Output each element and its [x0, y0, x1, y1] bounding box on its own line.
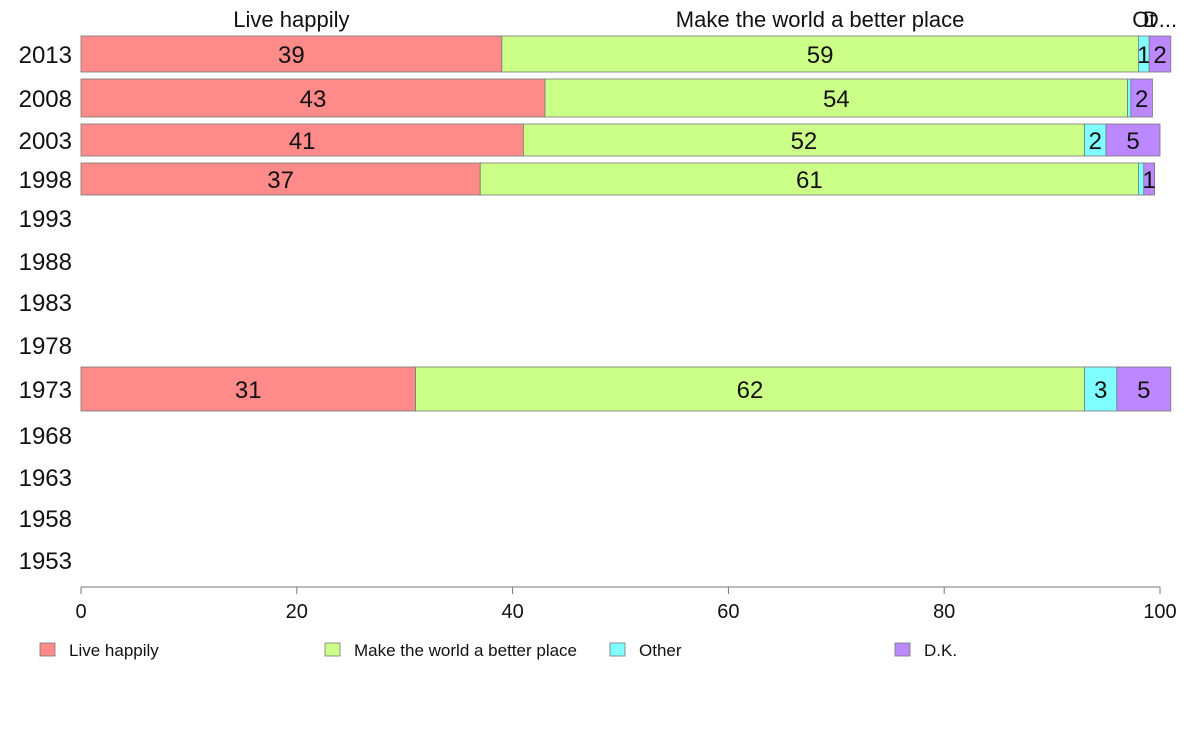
x-tick-label-80: 80 — [933, 601, 955, 623]
year-label-1983: 1983 — [19, 290, 72, 317]
top-series-label-3: Ot — [1132, 7, 1155, 32]
year-label-1973: 1973 — [19, 377, 72, 404]
bar-segment-2003-1 — [80, 123, 524, 157]
year-label-1993: 1993 — [19, 206, 72, 233]
year-label-2013: 2013 — [19, 42, 72, 69]
bar-segment-2008-1 — [80, 78, 546, 118]
segment-label-1998-4: 1 — [1143, 167, 1156, 194]
segment-label-1973-1: 31 — [235, 377, 262, 404]
top-series-label-2: Make the world a better place — [676, 7, 965, 32]
segment-label-1973-4: 5 — [1137, 377, 1150, 404]
segment-label-1998-1: 37 — [267, 167, 294, 194]
year-label-1963: 1963 — [19, 465, 72, 492]
segment-label-2003-1: 41 — [289, 128, 316, 155]
legend-swatch-2 — [324, 642, 341, 657]
legend-label-4: D.K. — [924, 641, 957, 660]
segment-label-2003-4: 5 — [1126, 128, 1139, 155]
segment-label-2003-3: 2 — [1089, 128, 1102, 155]
legend-swatch-4 — [894, 642, 911, 657]
year-label-1978: 1978 — [19, 333, 72, 360]
bar-segment-1973-1 — [80, 366, 416, 412]
year-label-1998: 1998 — [19, 167, 72, 194]
bar-segment-1973-2 — [415, 366, 1085, 412]
segment-label-2013-4: 2 — [1153, 42, 1166, 69]
top-series-label-4: D... — [1143, 7, 1177, 32]
bar-segment-2008-3 — [1127, 78, 1132, 118]
legend-label-3: Other — [639, 641, 682, 660]
x-tick-label-60: 60 — [717, 601, 739, 623]
segment-label-2013-1: 39 — [278, 42, 305, 69]
year-label-1958: 1958 — [19, 506, 72, 533]
bar-segment-2013-2 — [501, 35, 1139, 73]
segment-label-2008-4: 2 — [1135, 86, 1148, 113]
year-label-2008: 2008 — [19, 86, 72, 113]
year-label-1988: 1988 — [19, 249, 72, 276]
segment-label-1973-2: 62 — [737, 377, 764, 404]
top-series-label-1: Live happily — [233, 7, 349, 32]
bar-segment-2003-4 — [1105, 123, 1161, 157]
x-tick-label-0: 0 — [75, 601, 86, 623]
x-tick-label-40: 40 — [501, 601, 523, 623]
bar-segment-1998-2 — [479, 162, 1139, 196]
bar-segment-2008-4 — [1130, 78, 1153, 118]
bar-segment-1973-3 — [1084, 366, 1118, 412]
bar-segment-1998-4 — [1143, 162, 1156, 196]
segment-label-1973-3: 3 — [1094, 377, 1107, 404]
x-tick-label-100: 100 — [1143, 601, 1176, 623]
segment-label-2013-2: 59 — [807, 42, 834, 69]
year-label-1953: 1953 — [19, 548, 72, 575]
bar-segment-2013-4 — [1148, 35, 1172, 73]
bar-segment-2003-2 — [522, 123, 1085, 157]
segment-label-2013-3: 1 — [1137, 42, 1150, 69]
segment-label-2008-2: 54 — [823, 86, 850, 113]
legend-label-1: Live happily — [69, 641, 159, 660]
bar-segment-1973-4 — [1116, 366, 1172, 412]
year-label-2003: 2003 — [19, 128, 72, 155]
year-label-1968: 1968 — [19, 423, 72, 450]
x-tick-label-20: 20 — [286, 601, 308, 623]
bar-segment-2013-1 — [80, 35, 503, 73]
legend-swatch-3 — [609, 642, 626, 657]
legend-label-2: Make the world a better place — [354, 641, 577, 660]
bar-segment-2008-2 — [544, 78, 1129, 118]
bar-segment-1998-1 — [80, 162, 481, 196]
segment-label-2003-2: 52 — [791, 128, 818, 155]
segment-label-1998-2: 61 — [796, 167, 823, 194]
legend-swatch-1 — [39, 642, 56, 657]
segment-label-2008-1: 43 — [300, 86, 327, 113]
